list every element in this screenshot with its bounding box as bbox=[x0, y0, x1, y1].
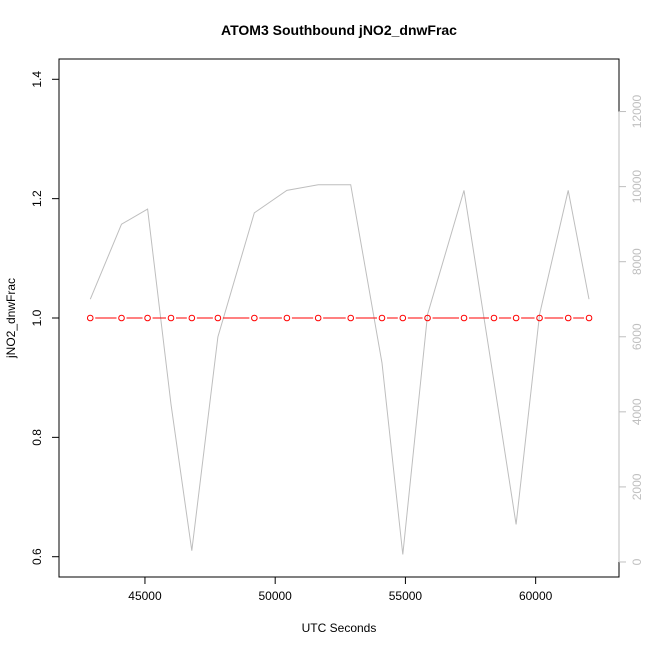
x-tick-label: 50000 bbox=[258, 589, 292, 603]
y-axis-right: 0 2000 4000 6000 8000 10000 12000 bbox=[618, 95, 644, 565]
series-left-point bbox=[144, 314, 151, 322]
series-left-point bbox=[512, 314, 520, 322]
series-left-point bbox=[188, 314, 196, 322]
y2-tick-label: 0 bbox=[630, 558, 644, 565]
y-axis-label: jNO2_dnwFrac bbox=[4, 278, 18, 359]
y-axis-left: 0.6 0.8 1.0 1.2 1.4 bbox=[30, 71, 60, 565]
series-left-point bbox=[564, 314, 572, 322]
x-axis: 45000 50000 55000 60000 bbox=[128, 576, 553, 603]
x-tick-label: 55000 bbox=[389, 589, 423, 603]
series-layer bbox=[86, 184, 593, 555]
series-left-point bbox=[536, 314, 543, 322]
series-left-point bbox=[347, 314, 355, 322]
x-tick-label: 60000 bbox=[519, 589, 553, 603]
y-tick-label: 1.2 bbox=[30, 190, 44, 207]
y2-tick-label: 10000 bbox=[630, 170, 644, 204]
y-tick-label: 1.0 bbox=[30, 309, 44, 326]
series-left-point bbox=[399, 314, 407, 322]
series-left-point bbox=[167, 314, 175, 322]
y2-tick-label: 4000 bbox=[630, 398, 644, 425]
x-tick-label: 45000 bbox=[128, 589, 162, 603]
series-left-point bbox=[86, 314, 94, 322]
series-left-point bbox=[251, 314, 258, 322]
y-tick-label: 0.6 bbox=[30, 548, 44, 565]
y2-tick-label: 8000 bbox=[630, 248, 644, 275]
series-left-point bbox=[585, 314, 593, 322]
series-left-point bbox=[424, 314, 431, 322]
y2-tick-label: 12000 bbox=[630, 95, 644, 129]
y2-tick-label: 2000 bbox=[630, 473, 644, 500]
y-tick-label: 0.8 bbox=[30, 429, 44, 446]
chart-title: ATOM3 Southbound jNO2_dnwFrac bbox=[221, 22, 457, 38]
series-left-point bbox=[378, 314, 386, 322]
series-left-point bbox=[283, 314, 291, 322]
series-left-point bbox=[460, 314, 468, 322]
x-axis-label: UTC Seconds bbox=[302, 621, 377, 635]
y-tick-label: 1.4 bbox=[30, 71, 44, 88]
series-left-point bbox=[214, 314, 222, 322]
series-left-point bbox=[314, 314, 322, 322]
series-left-point bbox=[118, 314, 125, 322]
series-right-line bbox=[89, 184, 590, 555]
y2-tick-label: 6000 bbox=[630, 323, 644, 350]
series-left-point bbox=[490, 314, 498, 322]
